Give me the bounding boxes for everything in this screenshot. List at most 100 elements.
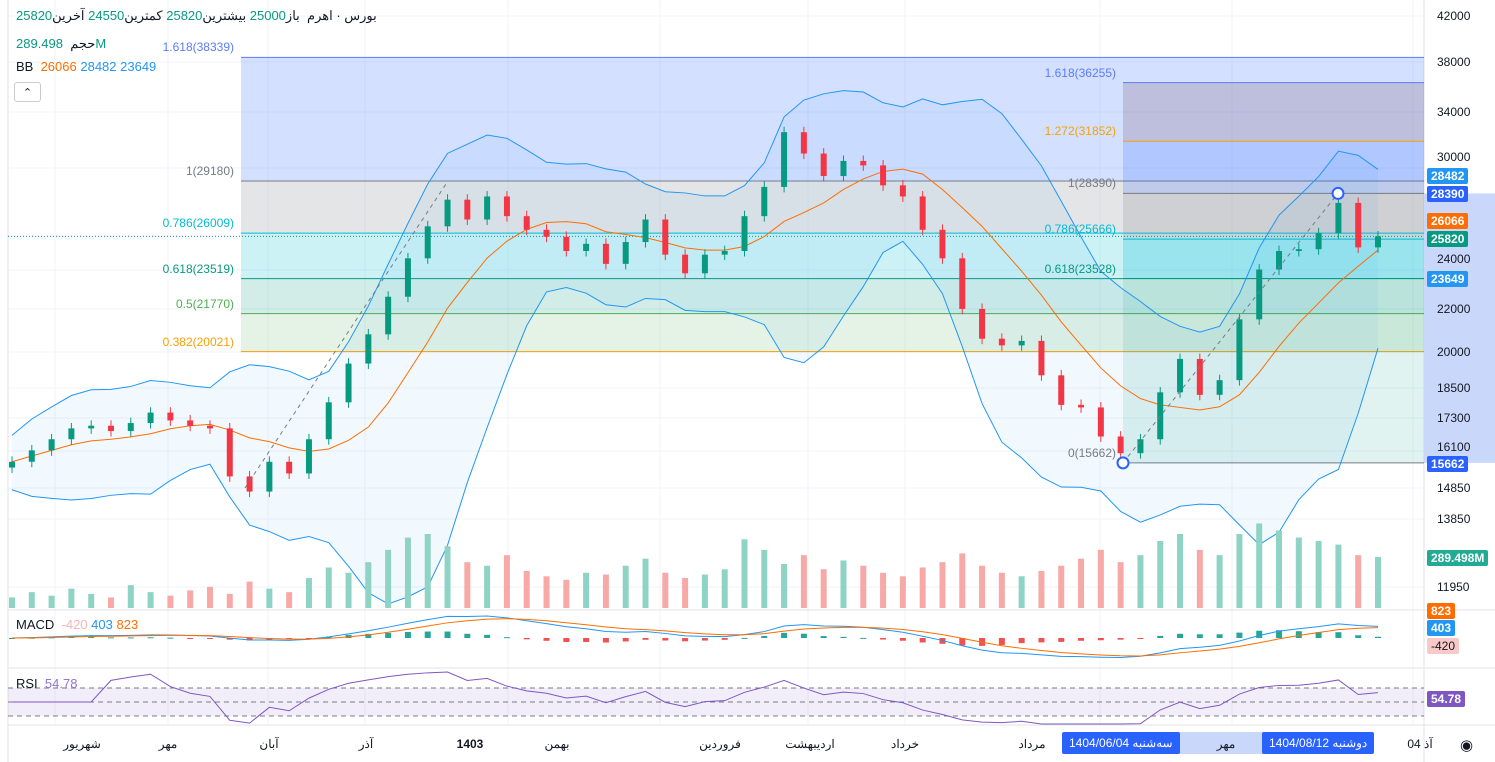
candle-body [187, 420, 194, 426]
volume-bar [48, 595, 55, 608]
macd-histogram-bar [840, 636, 847, 638]
ohlc-legend: بورس · اهرم باز25000 بیشترین25820 کمترین… [16, 8, 377, 24]
candle-body [642, 219, 649, 243]
fib-zone [1123, 141, 1424, 194]
macd-hist-badge: -420 [1427, 638, 1460, 654]
symbol-name: بورس · اهرم [307, 8, 377, 23]
fib-level-label: 0(15662) [1067, 445, 1116, 460]
volume-bar [68, 588, 75, 608]
volume-bar [28, 592, 35, 608]
price-tick: 13850 [1437, 512, 1471, 526]
macd-histogram-bar [1177, 633, 1184, 638]
candle-body [1058, 375, 1065, 405]
volume-bar [563, 579, 570, 608]
volume-bar [860, 565, 867, 608]
price-tick: 30000 [1437, 150, 1471, 164]
candle-body [9, 461, 15, 468]
macd-label: MACD [16, 617, 55, 632]
volume-bar [1295, 537, 1302, 608]
volume-bar [1137, 555, 1144, 608]
collapse-legend-button[interactable]: ⌃ [14, 82, 41, 102]
volume-bar [1058, 565, 1065, 608]
range-end-date-badge: دوشنبه 1404/08/12 [1262, 732, 1375, 754]
candle-body [781, 132, 788, 187]
volume-bar [741, 539, 748, 608]
volume-bar [1097, 549, 1104, 608]
volume-bar [682, 578, 689, 608]
settings-gear-icon[interactable]: ◉ [1460, 737, 1474, 754]
macd-histogram-bar [1137, 638, 1144, 639]
volume-bar [226, 593, 233, 608]
candle-body [860, 160, 867, 166]
candle-body [800, 132, 807, 154]
volume-bar [1196, 549, 1203, 608]
volume-bar [1157, 541, 1164, 608]
macd-histogram-bar [781, 632, 788, 638]
candle-body [127, 423, 134, 432]
macd-badge: 403 [1427, 620, 1456, 636]
candle-body [959, 258, 966, 309]
low-value: 24550 [88, 8, 125, 23]
bb-lower-line [11, 240, 1379, 605]
fib-level-label: 0.618(23528) [1044, 261, 1116, 276]
volume-bar [503, 555, 510, 608]
candle-body [1078, 404, 1085, 408]
fib-level-label: 1.272(31852) [1044, 124, 1116, 139]
fib-level-label: 0.786(25666) [1044, 222, 1116, 237]
volume-bar [880, 572, 887, 608]
fib-bottom-badge: 15662 [1427, 456, 1469, 472]
volume-bar [919, 567, 926, 608]
volume-bar [464, 562, 471, 608]
macd-histogram-bar [682, 638, 689, 642]
volume-bar [147, 592, 154, 608]
volume-bar [1216, 555, 1223, 608]
candle-body [1335, 202, 1342, 234]
candle-body [68, 428, 75, 440]
macd-histogram-bar [622, 638, 629, 642]
fib-zone [1123, 193, 1424, 240]
candle-body [682, 254, 689, 274]
macd-histogram-bar [899, 638, 906, 641]
candle-body [1157, 392, 1164, 440]
volume-bar [1276, 530, 1283, 608]
fib-zone [241, 180, 1424, 234]
price-tick: 22000 [1437, 302, 1471, 316]
fib-anchor-handle [1331, 186, 1345, 200]
volume-bar [543, 576, 550, 608]
candle-body [1355, 202, 1362, 248]
volume-bar [404, 537, 411, 608]
bb-lower-value: 23649 [120, 59, 157, 74]
macd-histogram-bar [583, 638, 590, 642]
volume-legend: حجم 289.498M [16, 36, 106, 52]
candle-body [107, 425, 114, 432]
volume-bar [444, 546, 451, 608]
macd-histogram-bar [167, 637, 174, 639]
price-tick: 34000 [1437, 105, 1471, 119]
macd-histogram-bar [880, 638, 887, 640]
volume-bar [998, 572, 1005, 608]
macd-hist-value: -420 [61, 617, 88, 632]
macd-histogram-bar [1058, 638, 1065, 642]
volume-bar [781, 563, 788, 608]
fib-zone [1123, 278, 1424, 463]
time-label: آبان [259, 737, 279, 751]
bb-upper-line [11, 90, 1379, 436]
volume-bar [1355, 555, 1362, 608]
macd-histogram-bar [1375, 636, 1381, 638]
macd-histogram-bar [761, 635, 768, 638]
macd-histogram-bar [523, 638, 530, 640]
fib-level-label: 1.618(36255) [1044, 65, 1116, 80]
candle-body [523, 216, 530, 230]
candle-body [305, 439, 312, 474]
volume-bar [246, 581, 253, 608]
macd-histogram-bar [1295, 631, 1302, 638]
price-tick: 11950 [1437, 580, 1470, 594]
macd-histogram-bar [959, 638, 966, 646]
candle-body [226, 428, 233, 477]
bb-fill [12, 90, 1378, 604]
time-label: خرداد [890, 737, 920, 751]
volume-bar [959, 553, 966, 608]
volume-bar [1335, 544, 1342, 608]
volume-value: 289.498M [16, 36, 107, 51]
